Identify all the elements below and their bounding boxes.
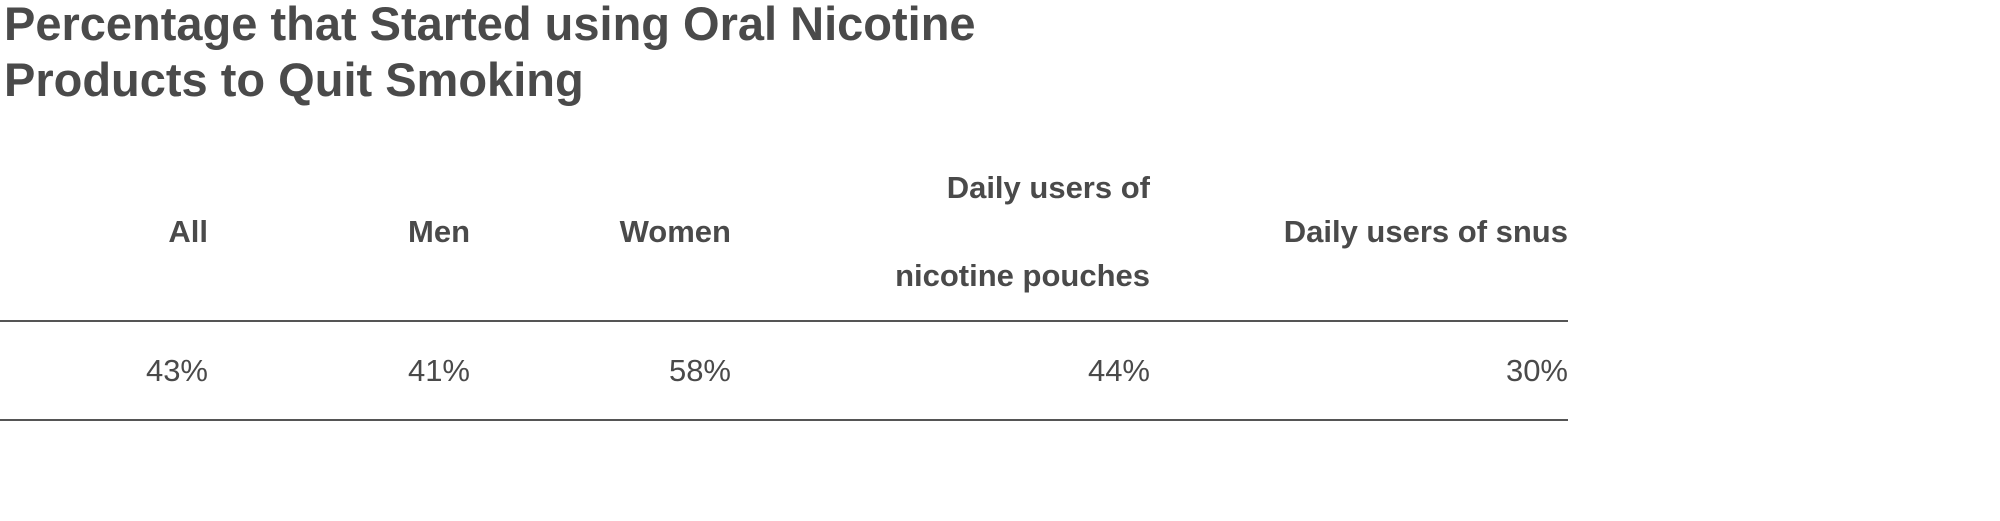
column-header: Men [208,144,470,322]
cell: 58% [470,321,731,421]
data-table: All Men Women Daily users of nicotine po… [0,144,1568,421]
title: Percentage that Started using Oral Nicot… [4,0,976,106]
cell: 43% [0,321,208,421]
cell: 41% [208,321,470,421]
column-header: Daily users of nicotine pouches [731,144,1150,322]
column-header: Women [470,144,731,322]
cell: 44% [731,321,1150,421]
header-row: All Men Women Daily users of nicotine po… [0,144,1568,322]
cell: 30% [1150,321,1568,421]
column-header: All [0,144,208,322]
column-header: Daily users of snus [1150,144,1568,322]
data-row: 43% 41% 58% 44% 30% [0,321,1568,421]
